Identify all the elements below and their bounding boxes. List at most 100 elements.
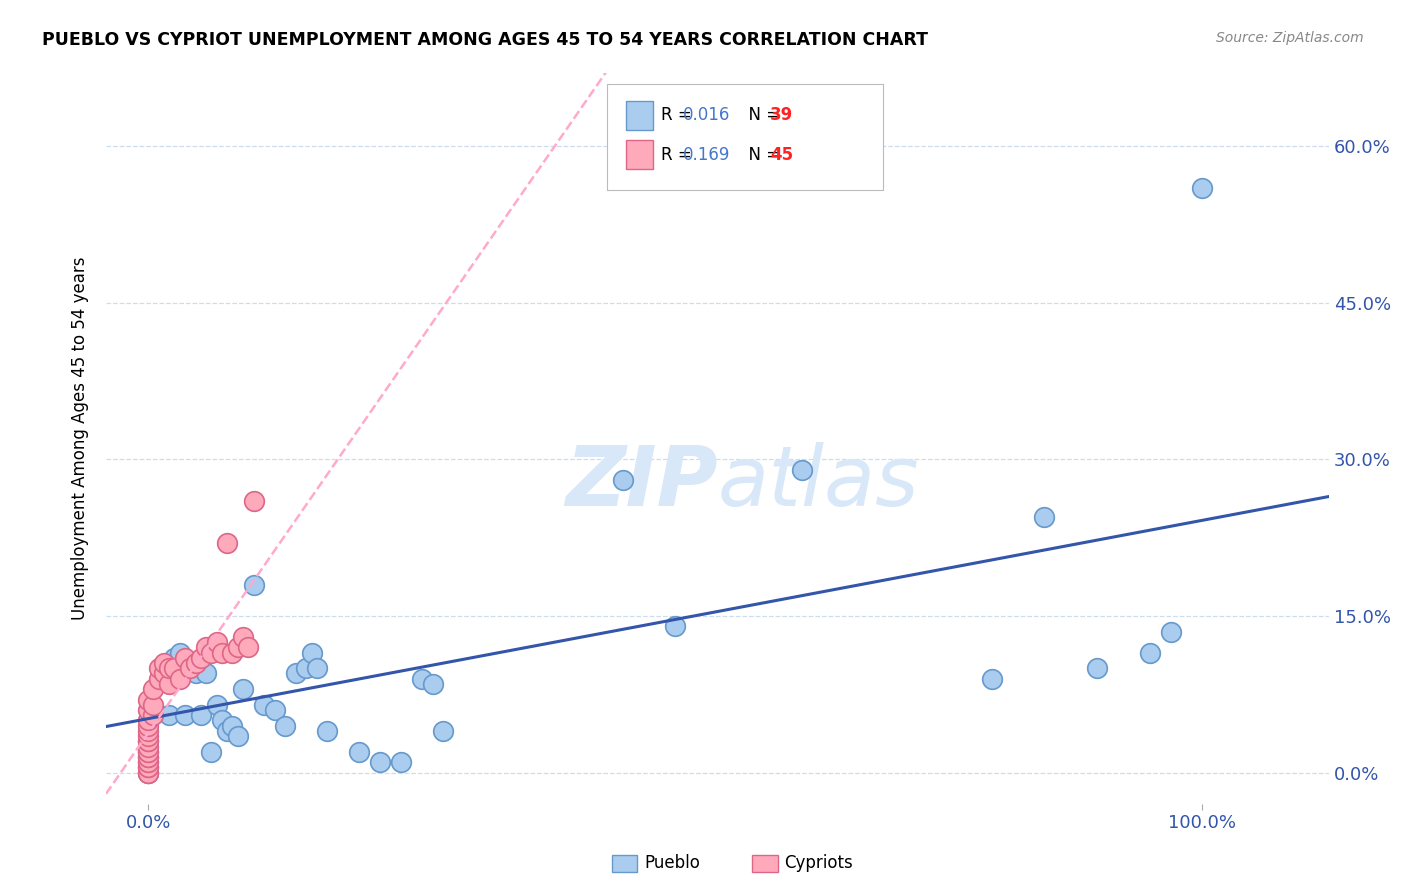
Point xyxy=(232,682,254,697)
Point xyxy=(1191,181,1213,195)
Point xyxy=(136,719,159,733)
Point xyxy=(1160,624,1182,639)
Text: 0.169: 0.169 xyxy=(683,146,731,164)
Point xyxy=(316,723,339,738)
Point xyxy=(422,677,444,691)
Point xyxy=(221,719,243,733)
Point xyxy=(221,646,243,660)
Point xyxy=(253,698,276,712)
Point xyxy=(142,708,165,723)
Point xyxy=(190,650,212,665)
Point xyxy=(432,723,454,738)
Point xyxy=(174,650,197,665)
Point xyxy=(284,666,307,681)
Point xyxy=(136,714,159,728)
Point xyxy=(153,656,176,670)
Point xyxy=(205,698,228,712)
Point xyxy=(136,750,159,764)
FancyBboxPatch shape xyxy=(626,101,652,130)
Point xyxy=(169,646,191,660)
Point xyxy=(142,698,165,712)
Point xyxy=(136,755,159,769)
Point xyxy=(211,714,233,728)
Point xyxy=(157,677,180,691)
Point xyxy=(136,734,159,748)
Text: Cypriots: Cypriots xyxy=(785,855,853,872)
Point xyxy=(136,729,159,743)
Point xyxy=(190,708,212,723)
Text: 45: 45 xyxy=(770,146,793,164)
Text: R =: R = xyxy=(661,106,697,124)
Text: 0.016: 0.016 xyxy=(683,106,731,124)
Point xyxy=(179,661,201,675)
Point xyxy=(205,635,228,649)
Point xyxy=(136,739,159,754)
Point xyxy=(295,661,318,675)
Point xyxy=(142,682,165,697)
Point xyxy=(148,661,170,675)
Point xyxy=(195,640,218,655)
Point xyxy=(184,666,207,681)
Point xyxy=(136,760,159,774)
Point xyxy=(200,646,222,660)
Point xyxy=(136,760,159,774)
Point xyxy=(136,745,159,759)
Point xyxy=(136,750,159,764)
Point xyxy=(136,755,159,769)
Point xyxy=(226,640,249,655)
Point xyxy=(136,745,159,759)
Point xyxy=(184,656,207,670)
FancyBboxPatch shape xyxy=(626,140,652,169)
Point xyxy=(211,646,233,660)
Point xyxy=(242,577,264,591)
Point xyxy=(242,494,264,508)
Point xyxy=(200,745,222,759)
Point xyxy=(136,692,159,706)
Point xyxy=(226,729,249,743)
Point xyxy=(217,536,239,550)
Point xyxy=(347,745,370,759)
Text: N =: N = xyxy=(738,146,786,164)
Point xyxy=(136,734,159,748)
Point xyxy=(174,708,197,723)
Point xyxy=(612,473,634,487)
Point xyxy=(1085,661,1108,675)
Text: Source: ZipAtlas.com: Source: ZipAtlas.com xyxy=(1216,31,1364,45)
Point xyxy=(179,661,201,675)
Point xyxy=(232,630,254,644)
Point xyxy=(153,666,176,681)
Text: PUEBLO VS CYPRIOT UNEMPLOYMENT AMONG AGES 45 TO 54 YEARS CORRELATION CHART: PUEBLO VS CYPRIOT UNEMPLOYMENT AMONG AGE… xyxy=(42,31,928,49)
Point xyxy=(664,619,686,633)
Point xyxy=(163,661,186,675)
Text: Pueblo: Pueblo xyxy=(644,855,700,872)
Point xyxy=(301,646,323,660)
Y-axis label: Unemployment Among Ages 45 to 54 years: Unemployment Among Ages 45 to 54 years xyxy=(72,257,89,620)
Text: atlas: atlas xyxy=(717,442,920,523)
Point xyxy=(238,640,260,655)
Point xyxy=(1139,646,1161,660)
Point xyxy=(163,650,186,665)
Point xyxy=(980,672,1002,686)
Point xyxy=(274,719,297,733)
Point xyxy=(195,666,218,681)
Point xyxy=(136,703,159,717)
Text: 39: 39 xyxy=(770,106,793,124)
Point xyxy=(217,723,239,738)
Point xyxy=(169,672,191,686)
Point xyxy=(136,765,159,780)
Point xyxy=(411,672,433,686)
Point xyxy=(136,765,159,780)
Text: R =: R = xyxy=(661,146,697,164)
Point xyxy=(368,755,391,769)
Point xyxy=(157,708,180,723)
Point xyxy=(389,755,412,769)
Point xyxy=(305,661,328,675)
Point xyxy=(148,672,170,686)
FancyBboxPatch shape xyxy=(607,84,883,190)
Point xyxy=(136,723,159,738)
Point xyxy=(136,765,159,780)
Text: N =: N = xyxy=(738,106,786,124)
Point xyxy=(157,661,180,675)
Point xyxy=(790,463,813,477)
Text: ZIP: ZIP xyxy=(565,442,717,523)
